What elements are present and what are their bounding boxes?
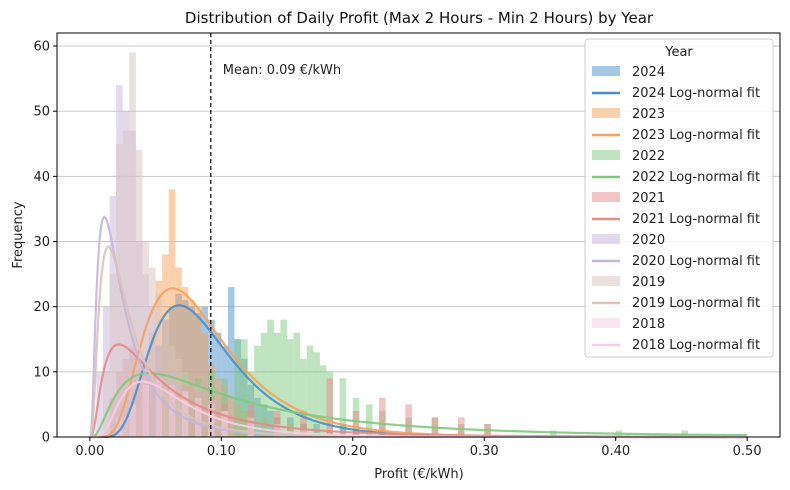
bar-2019-8 bbox=[155, 293, 163, 437]
legend-fit-label-2019: 2019 Log-normal fit bbox=[632, 296, 760, 311]
x-tick-label-1: 0.10 bbox=[207, 444, 236, 459]
bar-2018-6 bbox=[195, 397, 202, 437]
bar-2023-10 bbox=[201, 332, 209, 437]
bar-2022-8 bbox=[234, 339, 242, 437]
legend-swatch-2022 bbox=[592, 150, 620, 160]
bar-2022-16 bbox=[287, 339, 294, 437]
y-tick-label-0: 0 bbox=[42, 431, 50, 446]
bar-2019-4 bbox=[129, 52, 136, 437]
bar-2021-20 bbox=[457, 417, 465, 437]
bar-2021-16 bbox=[352, 410, 360, 437]
bar-2022-21 bbox=[319, 365, 327, 437]
y-tick-label-6: 60 bbox=[33, 40, 50, 55]
legend-label-2021: 2021 bbox=[632, 191, 665, 206]
bar-2020-0 bbox=[96, 371, 104, 437]
legend-fit-label-2021: 2021 Log-normal fit bbox=[632, 212, 760, 227]
legend-fit-label-2022: 2022 Log-normal fit bbox=[632, 170, 760, 185]
legend-box bbox=[584, 38, 774, 358]
x-tick-label-0: 0.00 bbox=[75, 444, 104, 459]
bar-2023-7 bbox=[181, 287, 189, 437]
bar-2018-7 bbox=[208, 404, 215, 437]
bar-2019-2 bbox=[116, 143, 123, 437]
bar-2019-5 bbox=[135, 150, 143, 437]
bar-2021-14 bbox=[300, 410, 307, 437]
bar-2024-13 bbox=[227, 287, 235, 437]
bar-2023-8 bbox=[188, 300, 196, 437]
legend-fit-label-2020: 2020 Log-normal fit bbox=[632, 254, 760, 269]
bar-2018-8 bbox=[221, 410, 228, 437]
legend-fit-label-2023: 2023 Log-normal fit bbox=[632, 128, 760, 143]
bar-2021-17 bbox=[379, 397, 386, 437]
bar-2023-5 bbox=[168, 189, 176, 437]
legend-swatch-2023 bbox=[592, 108, 620, 118]
fit-curve-2022 bbox=[90, 372, 748, 439]
legend-label-2024: 2024 bbox=[632, 65, 665, 80]
bar-2022-11 bbox=[254, 345, 261, 437]
legend-swatch-2021 bbox=[592, 192, 620, 202]
bar-2023-12 bbox=[214, 378, 222, 437]
bar-2022-23 bbox=[339, 378, 347, 437]
bar-2018-2 bbox=[142, 384, 150, 437]
bar-2022-12 bbox=[260, 332, 268, 437]
bar-2022-31 bbox=[549, 430, 557, 437]
bar-2023-6 bbox=[175, 267, 182, 437]
bar-2022-13 bbox=[267, 319, 274, 437]
mean-line-label: Mean: 0.09 €/kWh bbox=[223, 63, 341, 78]
legend-swatch-2020 bbox=[592, 234, 620, 244]
bar-2019-9 bbox=[162, 319, 169, 437]
bar-2022-20 bbox=[313, 352, 320, 437]
bar-2019-7 bbox=[149, 267, 156, 437]
x-tick-label-4: 0.40 bbox=[601, 444, 630, 459]
bar-2022-18 bbox=[300, 358, 307, 437]
x-axis-ticks: 0.00 0.10 0.20 0.30 0.40 0.50 bbox=[75, 437, 762, 459]
legend-swatch-2024 bbox=[592, 66, 620, 76]
bar-2019-1 bbox=[109, 274, 117, 437]
mean-line-group: Mean: 0.09 €/kWh bbox=[210, 33, 341, 437]
bar-2018-3 bbox=[155, 378, 163, 437]
bar-2018-1 bbox=[129, 404, 136, 437]
bar-2018-0 bbox=[116, 417, 123, 437]
bar-2022-17 bbox=[293, 332, 301, 437]
y-tick-label-3: 30 bbox=[33, 235, 50, 250]
y-tick-label-5: 50 bbox=[33, 105, 50, 120]
legend-fit-label-2018: 2018 Log-normal fit bbox=[632, 338, 760, 353]
plot-frame bbox=[56, 32, 781, 438]
y-tick-label-1: 10 bbox=[33, 365, 50, 380]
legend-label-2019: 2019 bbox=[632, 275, 665, 290]
legend-label-2018: 2018 bbox=[632, 317, 665, 332]
legend: Year 2024 2024 Log-normal fit 2023 2023 Log… bbox=[584, 38, 774, 358]
bar-2019-3 bbox=[122, 130, 130, 437]
y-tick-label-2: 20 bbox=[33, 300, 50, 315]
x-tick-label-3: 0.30 bbox=[470, 444, 499, 459]
legend-title: Year bbox=[664, 45, 693, 60]
bar-2022-19 bbox=[306, 345, 314, 437]
bar-2021-18 bbox=[405, 404, 412, 437]
bar-2022-9 bbox=[241, 339, 248, 437]
bar-2022-25 bbox=[365, 404, 373, 437]
x-tick-label-2: 0.20 bbox=[338, 444, 367, 459]
bar-2021-15 bbox=[326, 378, 334, 437]
legend-swatch-2019 bbox=[592, 276, 620, 286]
x-axis-label: Profit (€/kWh) bbox=[374, 467, 463, 482]
bar-2022-14 bbox=[273, 332, 281, 437]
bar-2019-6 bbox=[142, 241, 150, 437]
legend-fit-label-2024: 2024 Log-normal fit bbox=[632, 86, 760, 101]
y-axis-ticks: 0 10 20 30 40 50 60 bbox=[33, 40, 57, 446]
legend-label-2020: 2020 bbox=[632, 233, 665, 248]
y-axis-label: Frequency bbox=[11, 201, 26, 268]
chart-title: Distribution of Daily Profit (Max 2 Hour… bbox=[185, 9, 654, 27]
legend-swatch-2018 bbox=[592, 318, 620, 328]
bar-2023-9 bbox=[195, 306, 202, 437]
bar-2019-0 bbox=[103, 371, 110, 437]
bar-2022-15 bbox=[280, 319, 288, 437]
y-tick-label-4: 40 bbox=[33, 170, 50, 185]
x-tick-label-5: 0.50 bbox=[733, 444, 762, 459]
legend-label-2022: 2022 bbox=[632, 149, 665, 164]
legend-label-2023: 2023 bbox=[632, 107, 665, 122]
